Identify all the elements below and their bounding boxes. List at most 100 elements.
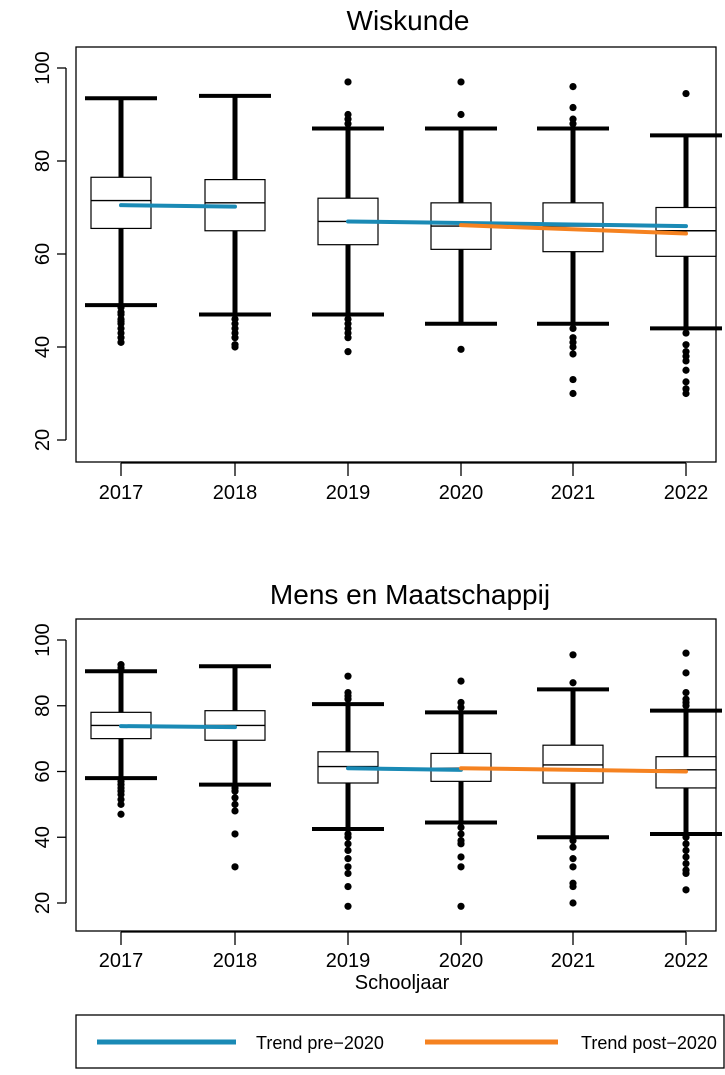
- outlier-point: [457, 840, 465, 848]
- outlier-point: [682, 833, 690, 841]
- outlier-point: [569, 343, 577, 351]
- outlier-point: [682, 840, 690, 848]
- outlier-point: [682, 846, 690, 855]
- x-tick-label: 2021: [551, 950, 596, 972]
- box-2022: [650, 89, 722, 398]
- outlier-point: [682, 869, 690, 878]
- plot-frame: [75, 46, 717, 463]
- x-axis-label: Schooljaar: [355, 972, 450, 994]
- outlier-point: [117, 795, 125, 804]
- outlier-point: [457, 902, 465, 910]
- trend-line-0: [119, 203, 237, 209]
- outlier-point: [569, 103, 577, 112]
- outlier-point: [344, 846, 352, 855]
- outlier-point: [117, 800, 125, 808]
- outlier-point: [569, 899, 577, 907]
- x-tick-label: 2017: [99, 950, 144, 972]
- outlier-point: [344, 695, 352, 703]
- x-tick-label: 2022: [664, 950, 709, 972]
- chart-legend: Trend pre−2020 Trend post−2020: [75, 1014, 725, 1069]
- outlier-point: [569, 882, 577, 891]
- outlier-point: [457, 345, 465, 353]
- outlier-point: [117, 790, 125, 799]
- outlier-point: [117, 664, 125, 672]
- trend-line-2: [459, 766, 688, 774]
- trend-line-2: [459, 223, 688, 236]
- outlier-point: [457, 78, 465, 86]
- outlier-point: [457, 863, 465, 871]
- outlier-point: [344, 863, 352, 871]
- legend-frame: [75, 1014, 725, 1069]
- x-tick-label: 2021: [551, 482, 596, 504]
- chart-title: Wiskunde: [347, 5, 470, 36]
- x-tick-label: 2022: [664, 482, 709, 504]
- plot-frame: [75, 618, 717, 932]
- x-tick-label: 2018: [213, 950, 258, 972]
- outlier-point: [682, 886, 690, 894]
- y-tick-label: 40: [32, 826, 54, 848]
- outlier-point: [682, 702, 690, 710]
- outlier-point: [569, 855, 577, 863]
- chart-axes: 20 40 60 80 100 2017 2018 2019 2020 2021 2022: [32, 623, 708, 972]
- y-tick-label: 60: [32, 760, 54, 782]
- outlier-point: [457, 677, 465, 685]
- x-tick-label: 2020: [439, 950, 484, 972]
- y-tick-label: 40: [32, 336, 54, 358]
- chart-marks: [85, 649, 722, 910]
- box-2020: [425, 78, 497, 353]
- outlier-point: [569, 863, 577, 871]
- box-2018: [199, 664, 271, 871]
- outlier-point: [682, 378, 690, 386]
- outlier-point: [682, 329, 690, 337]
- outlier-point: [231, 334, 239, 342]
- outlier-point: [231, 807, 239, 815]
- outlier-point: [682, 649, 690, 657]
- outlier-point: [231, 863, 239, 871]
- outlier-point: [682, 357, 690, 365]
- chart-title: Mens en Maatschappij: [270, 579, 550, 610]
- outlier-point: [682, 389, 690, 398]
- outlier-point: [682, 669, 690, 677]
- y-tick-label: 20: [32, 429, 54, 451]
- outlier-point: [457, 830, 465, 838]
- trend-line-1: [346, 766, 463, 772]
- outlier-point: [457, 698, 465, 707]
- outlier-point: [344, 840, 352, 848]
- y-tick-label: 80: [32, 150, 54, 172]
- outlier-point: [682, 341, 690, 349]
- box-2017: [85, 661, 157, 818]
- outlier-point: [682, 689, 690, 697]
- legend-label-pre: Trend pre−2020: [256, 1033, 384, 1053]
- outlier-point: [231, 800, 239, 808]
- x-tick-label: 2017: [99, 482, 144, 504]
- outlier-point: [344, 348, 352, 356]
- y-tick-label: 60: [32, 243, 54, 265]
- outlier-point: [344, 833, 352, 841]
- y-tick-label: 80: [32, 695, 54, 717]
- trend-line-0: [119, 724, 237, 730]
- box-2019: [312, 78, 384, 356]
- outlier-point: [569, 324, 577, 332]
- outlier-point: [344, 120, 352, 128]
- outlier-point: [569, 389, 577, 398]
- outlier-point: [569, 83, 577, 91]
- outlier-point: [682, 859, 690, 868]
- outlier-point: [344, 869, 352, 878]
- chart-panel-wiskunde: Wiskunde 20 40 60 80 100 2017 2018 2019 2020 2021…: [32, 5, 722, 504]
- outlier-point: [569, 651, 577, 659]
- outlier-point: [569, 679, 577, 687]
- outlier-point: [682, 853, 690, 861]
- y-tick-label: 100: [32, 51, 54, 84]
- box-2019: [312, 672, 384, 910]
- outlier-point: [117, 810, 125, 818]
- x-tick-label: 2019: [326, 482, 371, 504]
- outlier-point: [457, 703, 465, 711]
- x-tick-label: 2018: [213, 482, 258, 504]
- y-tick-label: 100: [32, 623, 54, 656]
- x-tick-label: 2019: [326, 950, 371, 972]
- box-iqr: [542, 744, 604, 784]
- outlier-point: [231, 343, 239, 351]
- outlier-point: [117, 338, 125, 346]
- outlier-point: [344, 78, 352, 86]
